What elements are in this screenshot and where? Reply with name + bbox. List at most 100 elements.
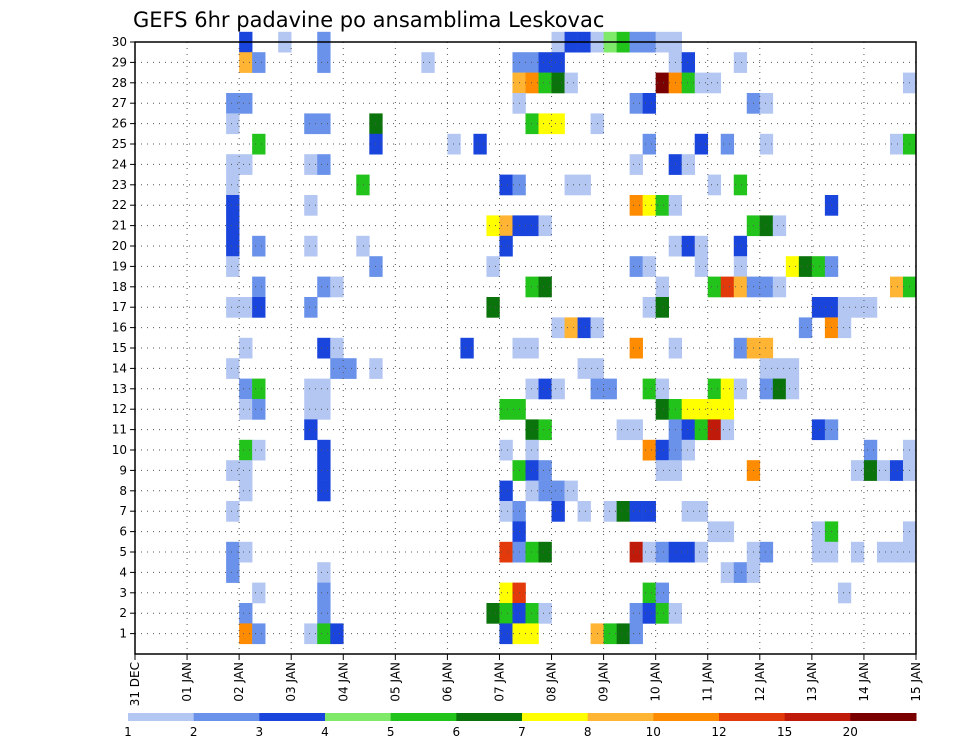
heatmap-cell bbox=[226, 174, 240, 196]
heatmap-cell bbox=[343, 358, 357, 379]
heatmap-cell bbox=[239, 154, 253, 175]
heatmap-cell bbox=[551, 501, 565, 522]
heatmap-cell bbox=[720, 133, 735, 155]
heatmap-cell bbox=[239, 460, 253, 481]
heatmap-cell bbox=[707, 72, 722, 94]
x-tick-label: 15 JAN bbox=[909, 662, 923, 702]
heatmap-cell bbox=[681, 541, 696, 563]
heatmap-cell bbox=[785, 378, 800, 400]
colorbar-swatch bbox=[653, 713, 720, 721]
heatmap-cell bbox=[317, 52, 331, 73]
heatmap-cell bbox=[226, 297, 240, 318]
heatmap-cell bbox=[720, 419, 735, 441]
heatmap-cell bbox=[226, 460, 240, 481]
heatmap-cell bbox=[707, 521, 722, 543]
heatmap-cell bbox=[720, 276, 735, 298]
x-tick-label: 04 JAN bbox=[336, 662, 350, 702]
heatmap-cell bbox=[551, 113, 565, 135]
heatmap-cell bbox=[304, 378, 318, 400]
heatmap-cell bbox=[616, 501, 630, 522]
heatmap-cell bbox=[226, 358, 240, 379]
colorbar-swatch bbox=[522, 713, 589, 721]
heatmap-cell bbox=[720, 399, 735, 420]
heatmap-cell bbox=[720, 378, 735, 400]
heatmap-cell bbox=[863, 460, 878, 481]
heatmap-cell bbox=[694, 501, 709, 522]
heatmap-cell bbox=[239, 623, 253, 645]
colorbar-swatch bbox=[193, 713, 260, 721]
y-tick-label: 5 bbox=[119, 545, 127, 559]
heatmap-cell bbox=[733, 562, 748, 583]
heatmap-cell bbox=[707, 419, 722, 441]
heatmap-cell bbox=[655, 195, 669, 216]
y-tick-label: 12 bbox=[112, 402, 127, 416]
heatmap-cell bbox=[629, 93, 643, 114]
y-tick-label: 10 bbox=[112, 443, 127, 457]
colorbar-label: 12 bbox=[711, 725, 726, 739]
heatmap-cell bbox=[525, 378, 539, 400]
y-tick-label: 14 bbox=[112, 361, 127, 375]
heatmap-cell bbox=[655, 378, 669, 400]
heatmap-cell bbox=[317, 562, 331, 583]
heatmap-cell bbox=[538, 72, 552, 94]
heatmap-cell bbox=[226, 195, 240, 216]
heatmap-cell bbox=[330, 358, 344, 379]
heatmap-cell bbox=[499, 439, 513, 461]
heatmap-cell bbox=[447, 133, 461, 155]
heatmap-cell bbox=[252, 297, 266, 318]
heatmap-cell bbox=[226, 256, 240, 277]
heatmap-cell bbox=[538, 460, 552, 481]
x-tick-label: 08 JAN bbox=[545, 662, 559, 702]
heatmap-cell bbox=[681, 501, 696, 522]
heatmap-cell bbox=[252, 378, 266, 400]
heatmap-cell bbox=[889, 276, 904, 298]
x-tick-label: 01 JAN bbox=[180, 662, 194, 702]
heatmap-cell bbox=[317, 480, 331, 502]
heatmap-cell bbox=[759, 358, 774, 379]
x-tick-label: 10 JAN bbox=[649, 662, 663, 702]
heatmap-cell bbox=[876, 460, 891, 481]
heatmap-cell bbox=[525, 480, 539, 502]
heatmap-cell bbox=[642, 439, 656, 461]
colorbar-swatch bbox=[784, 713, 851, 721]
heatmap-cell bbox=[707, 399, 722, 420]
heatmap-cell bbox=[759, 337, 774, 359]
heatmap-cell bbox=[850, 541, 865, 563]
heatmap-cell bbox=[317, 113, 331, 135]
heatmap-cell bbox=[551, 72, 565, 94]
heatmap-cell bbox=[629, 337, 643, 359]
heatmap-cell bbox=[811, 297, 826, 318]
heatmap-cell bbox=[772, 276, 787, 298]
y-tick-label: 4 bbox=[119, 565, 127, 579]
heatmap-cell bbox=[538, 276, 552, 298]
heatmap-cell bbox=[629, 623, 643, 645]
colorbar-label: 8 bbox=[584, 725, 592, 739]
heatmap-cell bbox=[850, 460, 865, 481]
colorbar-swatch bbox=[128, 713, 195, 721]
heatmap-cell bbox=[499, 399, 513, 420]
colorbar-label: 10 bbox=[646, 725, 661, 739]
heatmap-cell bbox=[876, 541, 891, 563]
heatmap-cell bbox=[525, 603, 539, 624]
y-tick-label: 8 bbox=[119, 484, 127, 498]
heatmap-cell bbox=[629, 603, 643, 624]
x-tick-label: 06 JAN bbox=[440, 662, 454, 702]
heatmap-cell bbox=[707, 378, 722, 400]
heatmap-cell bbox=[642, 541, 656, 563]
heatmap-cell bbox=[564, 174, 578, 196]
heatmap-cell bbox=[317, 582, 331, 604]
heatmap-cell bbox=[226, 501, 240, 522]
heatmap-cell bbox=[499, 235, 513, 257]
colorbar-swatch bbox=[259, 713, 326, 721]
heatmap-cell bbox=[538, 113, 552, 135]
y-tick-label: 16 bbox=[112, 321, 127, 335]
heatmap-cell bbox=[330, 337, 344, 359]
x-tick-label: 03 JAN bbox=[284, 662, 298, 702]
heatmap-cell bbox=[642, 256, 656, 277]
heatmap-cell bbox=[577, 501, 591, 522]
heatmap-cell bbox=[564, 72, 578, 94]
heatmap-cell bbox=[629, 419, 643, 441]
heatmap-cell bbox=[798, 256, 813, 277]
heatmap-cell bbox=[551, 480, 565, 502]
heatmap-cell bbox=[772, 358, 787, 379]
